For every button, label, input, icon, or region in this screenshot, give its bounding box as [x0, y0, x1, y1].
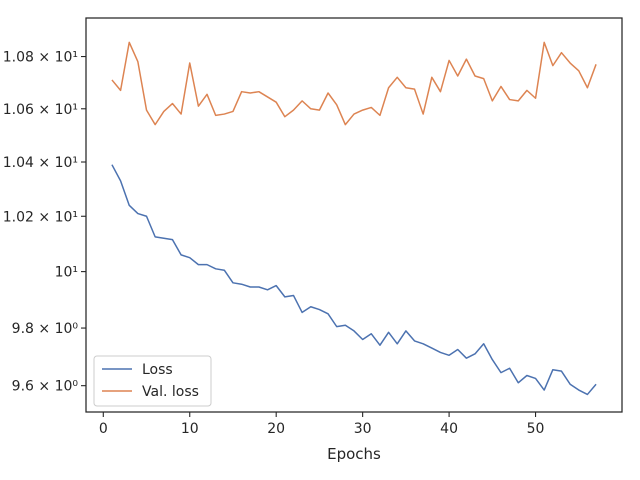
series-line-val-loss	[111, 41, 597, 126]
x-axis-label: Epochs	[327, 445, 381, 463]
x-tick-label: 0	[99, 421, 108, 437]
legend-label-val-loss: Val. loss	[142, 384, 199, 400]
y-tick-label: 1.04 × 10¹	[3, 155, 78, 171]
series-line-loss	[111, 164, 597, 396]
plot-frame	[85, 17, 623, 413]
x-tick-label: 30	[354, 421, 372, 437]
y-tick-label: 10¹	[55, 265, 78, 281]
legend-label-loss: Loss	[142, 362, 173, 378]
y-tick-label: 9.6 × 10⁰	[12, 379, 79, 395]
y-tick-label: 1.06 × 10¹	[3, 102, 78, 118]
x-tick-label: 50	[527, 421, 545, 437]
y-tick-label: 9.8 × 10⁰	[12, 321, 79, 337]
x-tick-label: 40	[440, 421, 458, 437]
x-tick-label: 10	[181, 421, 199, 437]
chart-marks: 0 10 20 30 40 50 9.6 × 10⁰ 9.8 × 10⁰ 10¹ 1.02 × 1…	[3, 17, 623, 463]
y-tick-label: 1.02 × 10¹	[3, 209, 78, 225]
y-tick-label: 1.08 × 10¹	[3, 50, 78, 66]
x-tick-label: 20	[267, 421, 285, 437]
